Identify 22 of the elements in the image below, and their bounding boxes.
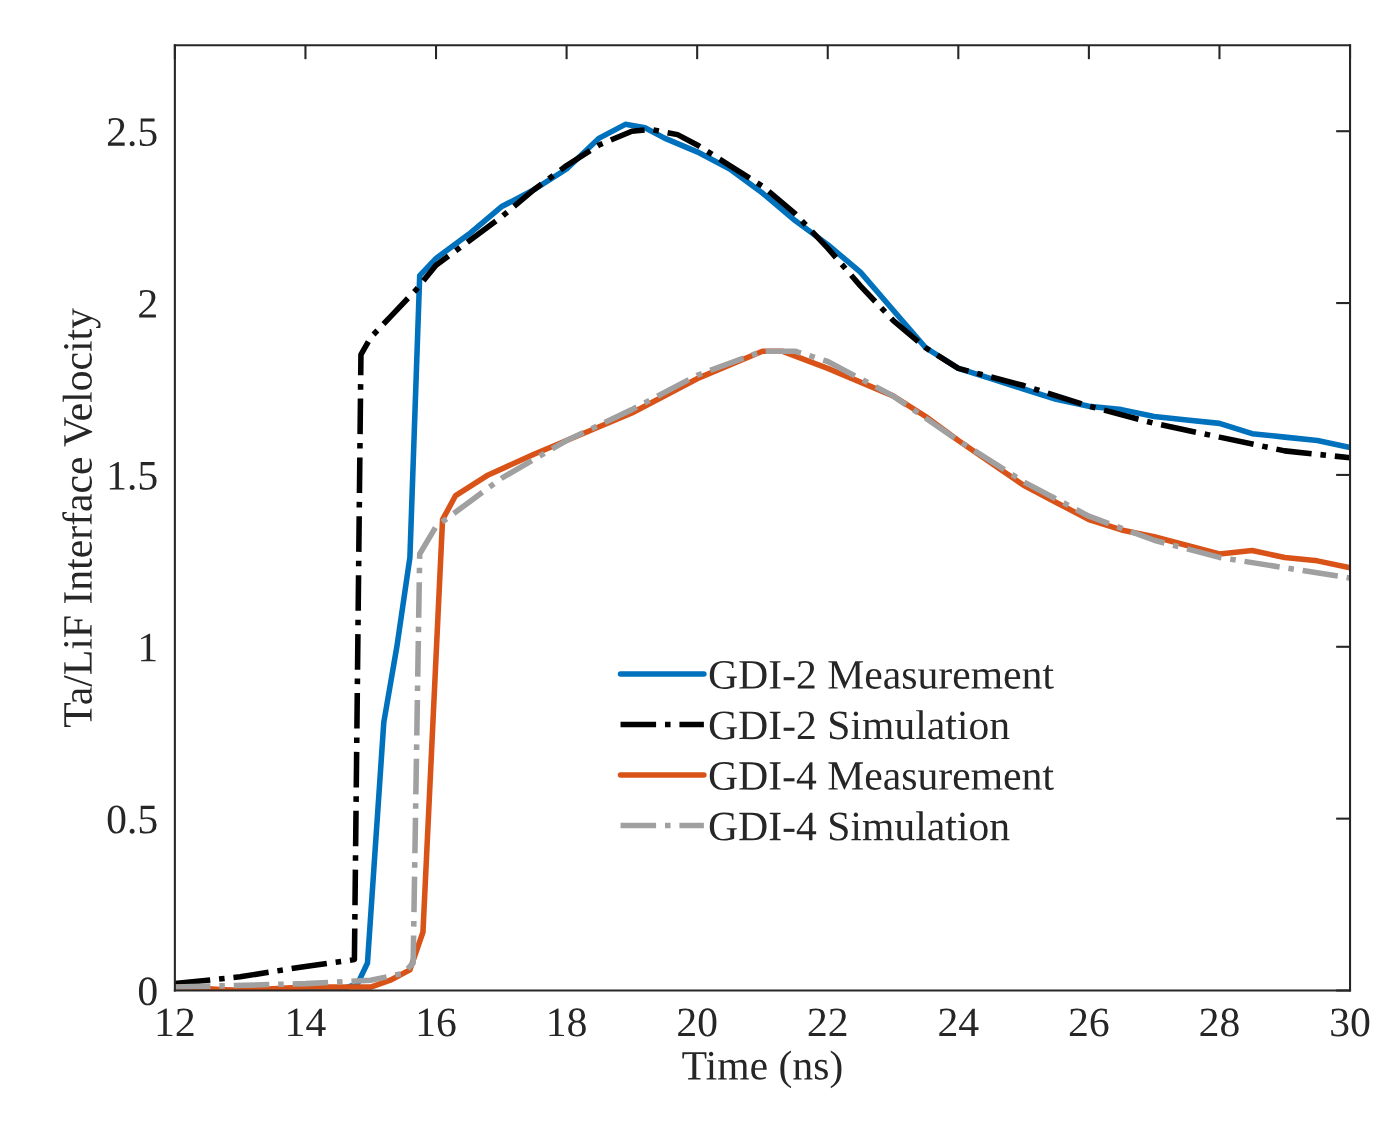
legend-label: GDI-2 Measurement [709, 660, 1054, 689]
y-tick-label: 2 [139, 289, 156, 318]
x-tick-label: 20 [678, 1008, 717, 1037]
x-tick-label: 12 [157, 1008, 194, 1037]
legend-label: GDI-4 Simulation [709, 811, 1010, 841]
legend-label: GDI-4 Measurement [709, 762, 1054, 791]
x-axis-title: Time (ns) [682, 1050, 842, 1089]
y-tick-label: 1.5 [109, 461, 157, 490]
x-tick-label: 28 [1200, 1008, 1239, 1037]
y-tick-label: 2.5 [107, 118, 157, 147]
x-tick-label: 16 [418, 1008, 456, 1037]
x-tick-label: 22 [808, 1008, 847, 1037]
x-tick-label: 30 [1331, 1008, 1370, 1037]
y-tick-label: 0 [138, 977, 157, 1006]
y-tick-label: 1 [141, 633, 156, 662]
y-tick-label: 0.5 [107, 805, 157, 834]
x-tick-label: 26 [1069, 1008, 1109, 1037]
y-axis-title: Ta/LiF Interface Velocity [62, 308, 101, 728]
x-tick-label: 24 [939, 1008, 979, 1037]
x-tick-label: 18 [549, 1008, 586, 1037]
x-tick-label: 14 [288, 1008, 326, 1037]
legend-label: GDI-2 Simulation [709, 710, 1010, 740]
